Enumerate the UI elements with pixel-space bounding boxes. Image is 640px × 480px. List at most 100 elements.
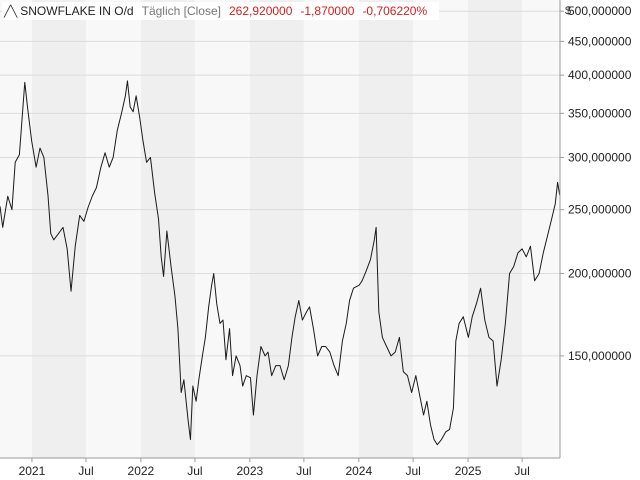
data-point[interactable] bbox=[415, 374, 417, 376]
data-point[interactable] bbox=[210, 284, 212, 286]
data-point[interactable] bbox=[365, 269, 367, 271]
data-point[interactable] bbox=[195, 400, 197, 402]
data-point[interactable] bbox=[66, 248, 68, 250]
data-point[interactable] bbox=[112, 156, 114, 158]
data-point[interactable] bbox=[542, 252, 544, 254]
data-point[interactable] bbox=[74, 245, 76, 247]
data-point[interactable] bbox=[252, 414, 254, 416]
data-point[interactable] bbox=[373, 239, 375, 241]
data-point[interactable] bbox=[216, 303, 218, 305]
data-point[interactable] bbox=[352, 287, 354, 289]
data-point[interactable] bbox=[333, 364, 335, 366]
data-point[interactable] bbox=[378, 311, 380, 313]
data-point[interactable] bbox=[141, 138, 143, 140]
data-point[interactable] bbox=[192, 385, 194, 387]
data-point[interactable] bbox=[496, 385, 498, 387]
data-point[interactable] bbox=[174, 295, 176, 297]
data-point[interactable] bbox=[145, 161, 147, 163]
data-point[interactable] bbox=[53, 239, 55, 241]
data-point[interactable] bbox=[433, 438, 435, 440]
data-point[interactable] bbox=[316, 355, 318, 357]
data-point[interactable] bbox=[361, 280, 363, 282]
data-point[interactable] bbox=[27, 108, 29, 110]
data-point[interactable] bbox=[488, 336, 490, 338]
data-point[interactable] bbox=[39, 147, 41, 149]
data-point[interactable] bbox=[422, 414, 424, 416]
data-point[interactable] bbox=[132, 111, 134, 113]
data-point[interactable] bbox=[475, 303, 477, 305]
data-point[interactable] bbox=[398, 336, 400, 338]
data-point[interactable] bbox=[546, 235, 548, 237]
data-point[interactable] bbox=[139, 116, 141, 118]
data-point[interactable] bbox=[381, 336, 383, 338]
data-point[interactable] bbox=[149, 156, 151, 158]
data-point[interactable] bbox=[538, 272, 540, 274]
data-point[interactable] bbox=[287, 364, 289, 366]
plot-area[interactable] bbox=[0, 80, 561, 446]
data-point[interactable] bbox=[508, 272, 510, 274]
data-point[interactable] bbox=[517, 252, 519, 254]
data-point[interactable] bbox=[390, 355, 392, 357]
data-point[interactable] bbox=[187, 419, 189, 421]
data-point[interactable] bbox=[479, 287, 481, 289]
data-point[interactable] bbox=[462, 316, 464, 318]
data-point[interactable] bbox=[267, 351, 269, 353]
data-point[interactable] bbox=[452, 407, 454, 409]
data-point[interactable] bbox=[157, 218, 159, 220]
data-point[interactable] bbox=[204, 336, 206, 338]
data-point[interactable] bbox=[525, 256, 527, 258]
data-point[interactable] bbox=[219, 322, 221, 324]
data-point[interactable] bbox=[129, 106, 131, 108]
data-point[interactable] bbox=[228, 327, 230, 329]
data-point[interactable] bbox=[394, 351, 396, 353]
data-point[interactable] bbox=[166, 230, 168, 232]
data-point[interactable] bbox=[50, 232, 52, 234]
data-point[interactable] bbox=[467, 336, 469, 338]
data-point[interactable] bbox=[305, 311, 307, 313]
data-point[interactable] bbox=[11, 208, 13, 210]
data-point[interactable] bbox=[375, 226, 377, 228]
data-point[interactable] bbox=[213, 272, 215, 274]
data-point[interactable] bbox=[108, 166, 110, 168]
data-point[interactable] bbox=[241, 385, 243, 387]
data-point[interactable] bbox=[385, 345, 387, 347]
data-point[interactable] bbox=[170, 265, 172, 267]
data-point[interactable] bbox=[91, 195, 93, 197]
data-point[interactable] bbox=[291, 336, 293, 338]
data-point[interactable] bbox=[369, 258, 371, 260]
data-point[interactable] bbox=[298, 299, 300, 301]
data-point[interactable] bbox=[30, 140, 32, 142]
data-point[interactable] bbox=[312, 327, 314, 329]
data-point[interactable] bbox=[104, 152, 106, 154]
data-point[interactable] bbox=[135, 95, 137, 97]
data-point[interactable] bbox=[235, 355, 237, 357]
data-point[interactable] bbox=[358, 284, 360, 286]
data-point[interactable] bbox=[177, 327, 179, 329]
data-point[interactable] bbox=[440, 438, 442, 440]
data-point[interactable] bbox=[62, 226, 64, 228]
data-point[interactable] bbox=[504, 322, 506, 324]
data-point[interactable] bbox=[329, 351, 331, 353]
data-point[interactable] bbox=[554, 203, 556, 205]
data-point[interactable] bbox=[83, 220, 85, 222]
data-point[interactable] bbox=[162, 275, 164, 277]
data-point[interactable] bbox=[275, 364, 277, 366]
data-point[interactable] bbox=[260, 345, 262, 347]
data-point[interactable] bbox=[492, 340, 494, 342]
data-point[interactable] bbox=[301, 319, 303, 321]
data-point[interactable] bbox=[231, 374, 233, 376]
data-point[interactable] bbox=[279, 364, 281, 366]
data-point[interactable] bbox=[95, 186, 97, 188]
data-point[interactable] bbox=[180, 391, 182, 393]
data-point[interactable] bbox=[225, 359, 227, 361]
data-point[interactable] bbox=[436, 443, 438, 445]
data-point[interactable] bbox=[455, 340, 457, 342]
data-point[interactable] bbox=[100, 166, 102, 168]
data-point[interactable] bbox=[426, 400, 428, 402]
data-point[interactable] bbox=[249, 377, 251, 379]
data-point[interactable] bbox=[47, 195, 49, 197]
data-point[interactable] bbox=[429, 423, 431, 425]
data-point[interactable] bbox=[198, 379, 200, 381]
data-point[interactable] bbox=[116, 129, 118, 131]
